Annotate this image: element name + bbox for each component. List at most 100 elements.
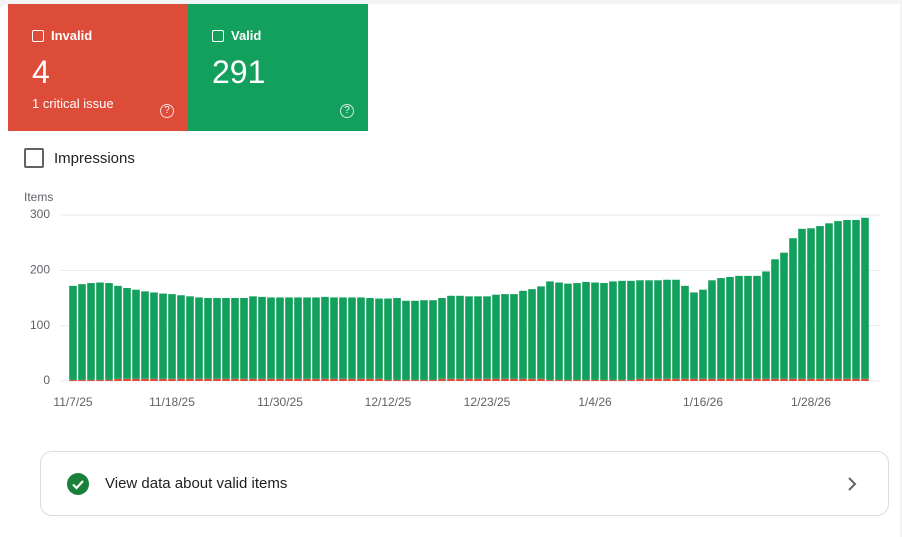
bar-segment [312,378,320,381]
bar-segment [690,378,698,381]
bar-segment [708,378,716,381]
bar-segment [564,283,572,380]
bar-segment [672,279,680,379]
y-tick-label: 100 [30,318,50,332]
bar-segment [87,379,95,381]
bar-segment [546,281,554,380]
bar-segment [483,296,491,379]
bar-segment [618,280,626,380]
bar-segment [285,297,293,379]
bar-segment [744,378,752,381]
bar-segment [384,298,392,380]
bar-segment [600,283,608,380]
bar-segment [735,378,743,381]
bar-segment [537,378,545,381]
bar-segment [114,285,122,379]
bar-segment [771,378,779,381]
bar-segment [582,281,590,380]
bar-segment [375,298,383,379]
bar-segment [528,378,536,381]
bar-segment [321,378,329,381]
tile-value: 291 [212,54,266,90]
bar-segment [663,279,671,379]
bar-segment [312,297,320,379]
bar-segment [843,378,851,381]
valid-items-link[interactable]: View data about valid items [40,451,889,516]
y-axis-label: Items [24,190,53,204]
bar-segment [258,296,266,379]
bar-segment [195,297,203,379]
bar-segment [771,259,779,379]
invalid-tile[interactable]: Invalid 4 1 critical issue ? [8,4,188,131]
x-tick-label: 1/16/26 [683,395,723,409]
bar-segment [681,378,689,381]
bar-segment [789,378,797,381]
x-tick-label: 1/4/26 [578,395,612,409]
bar-segment [474,296,482,379]
bar-segment [69,285,77,380]
chart: Items 0 100 200 300 11/7/25 11/18/25 11/30/25 1… [24,190,880,409]
bar-segment [834,378,842,381]
bar-segment [636,378,644,381]
tile-value: 4 [32,54,50,90]
bar-segment [645,280,653,379]
bar-segment [384,379,392,381]
bar-segment [132,289,140,379]
bar-segment [690,292,698,379]
help-icon[interactable]: ? [160,104,174,118]
bar-segment [330,297,338,379]
valid-tile[interactable]: Valid 291 ? [188,4,368,131]
checkbox[interactable] [24,148,44,168]
bar-segment [204,298,212,379]
bar-segment [555,282,563,380]
bar-segment [726,378,734,381]
x-tick-label: 1/28/26 [791,395,831,409]
bar-segment [861,378,869,381]
bar-segment [321,296,329,379]
bar-segment [627,379,635,381]
help-icon[interactable]: ? [340,104,354,118]
bar-segment [816,378,824,381]
bar-segment [825,378,833,381]
bar-segment [654,280,662,379]
bar-segment [573,283,581,380]
bar-segment [267,297,275,379]
bar-segment [861,217,869,379]
bar-segment [357,378,365,381]
bar-segment [150,292,158,379]
x-tick-label: 11/7/25 [53,395,92,409]
bar-segment [807,378,815,381]
bar-segment [249,296,257,379]
bar-segment [366,298,374,379]
bar-segment [510,378,518,381]
bar-segment [744,275,752,379]
bar-segment [303,378,311,381]
bar-segment [699,289,707,379]
bar-segment [474,378,482,381]
bar-segment [339,297,347,379]
bar-segment [780,252,788,379]
bar-segment [186,378,194,381]
bar-segment [294,297,302,379]
bar-segment [195,378,203,381]
bar-segment [375,378,383,381]
x-tick-label: 12/23/25 [464,395,511,409]
bar-segment [456,295,464,379]
bar-segment [402,300,410,380]
bar-segment [393,379,401,381]
bar-segment [591,282,599,380]
bar-segment [780,378,788,381]
bar-segment [96,282,104,380]
checkbox-label: Impressions [54,150,135,167]
bar-segment [213,298,221,379]
bar-segment [78,284,86,380]
impressions-toggle[interactable]: Impressions [24,148,135,168]
bar-segment [87,283,95,380]
bar-segment [609,379,617,381]
bar-segment [240,298,248,379]
bar-segment [537,286,545,379]
bar-segment [816,226,824,379]
bar-segment [411,300,419,380]
bar-segment [717,378,725,381]
